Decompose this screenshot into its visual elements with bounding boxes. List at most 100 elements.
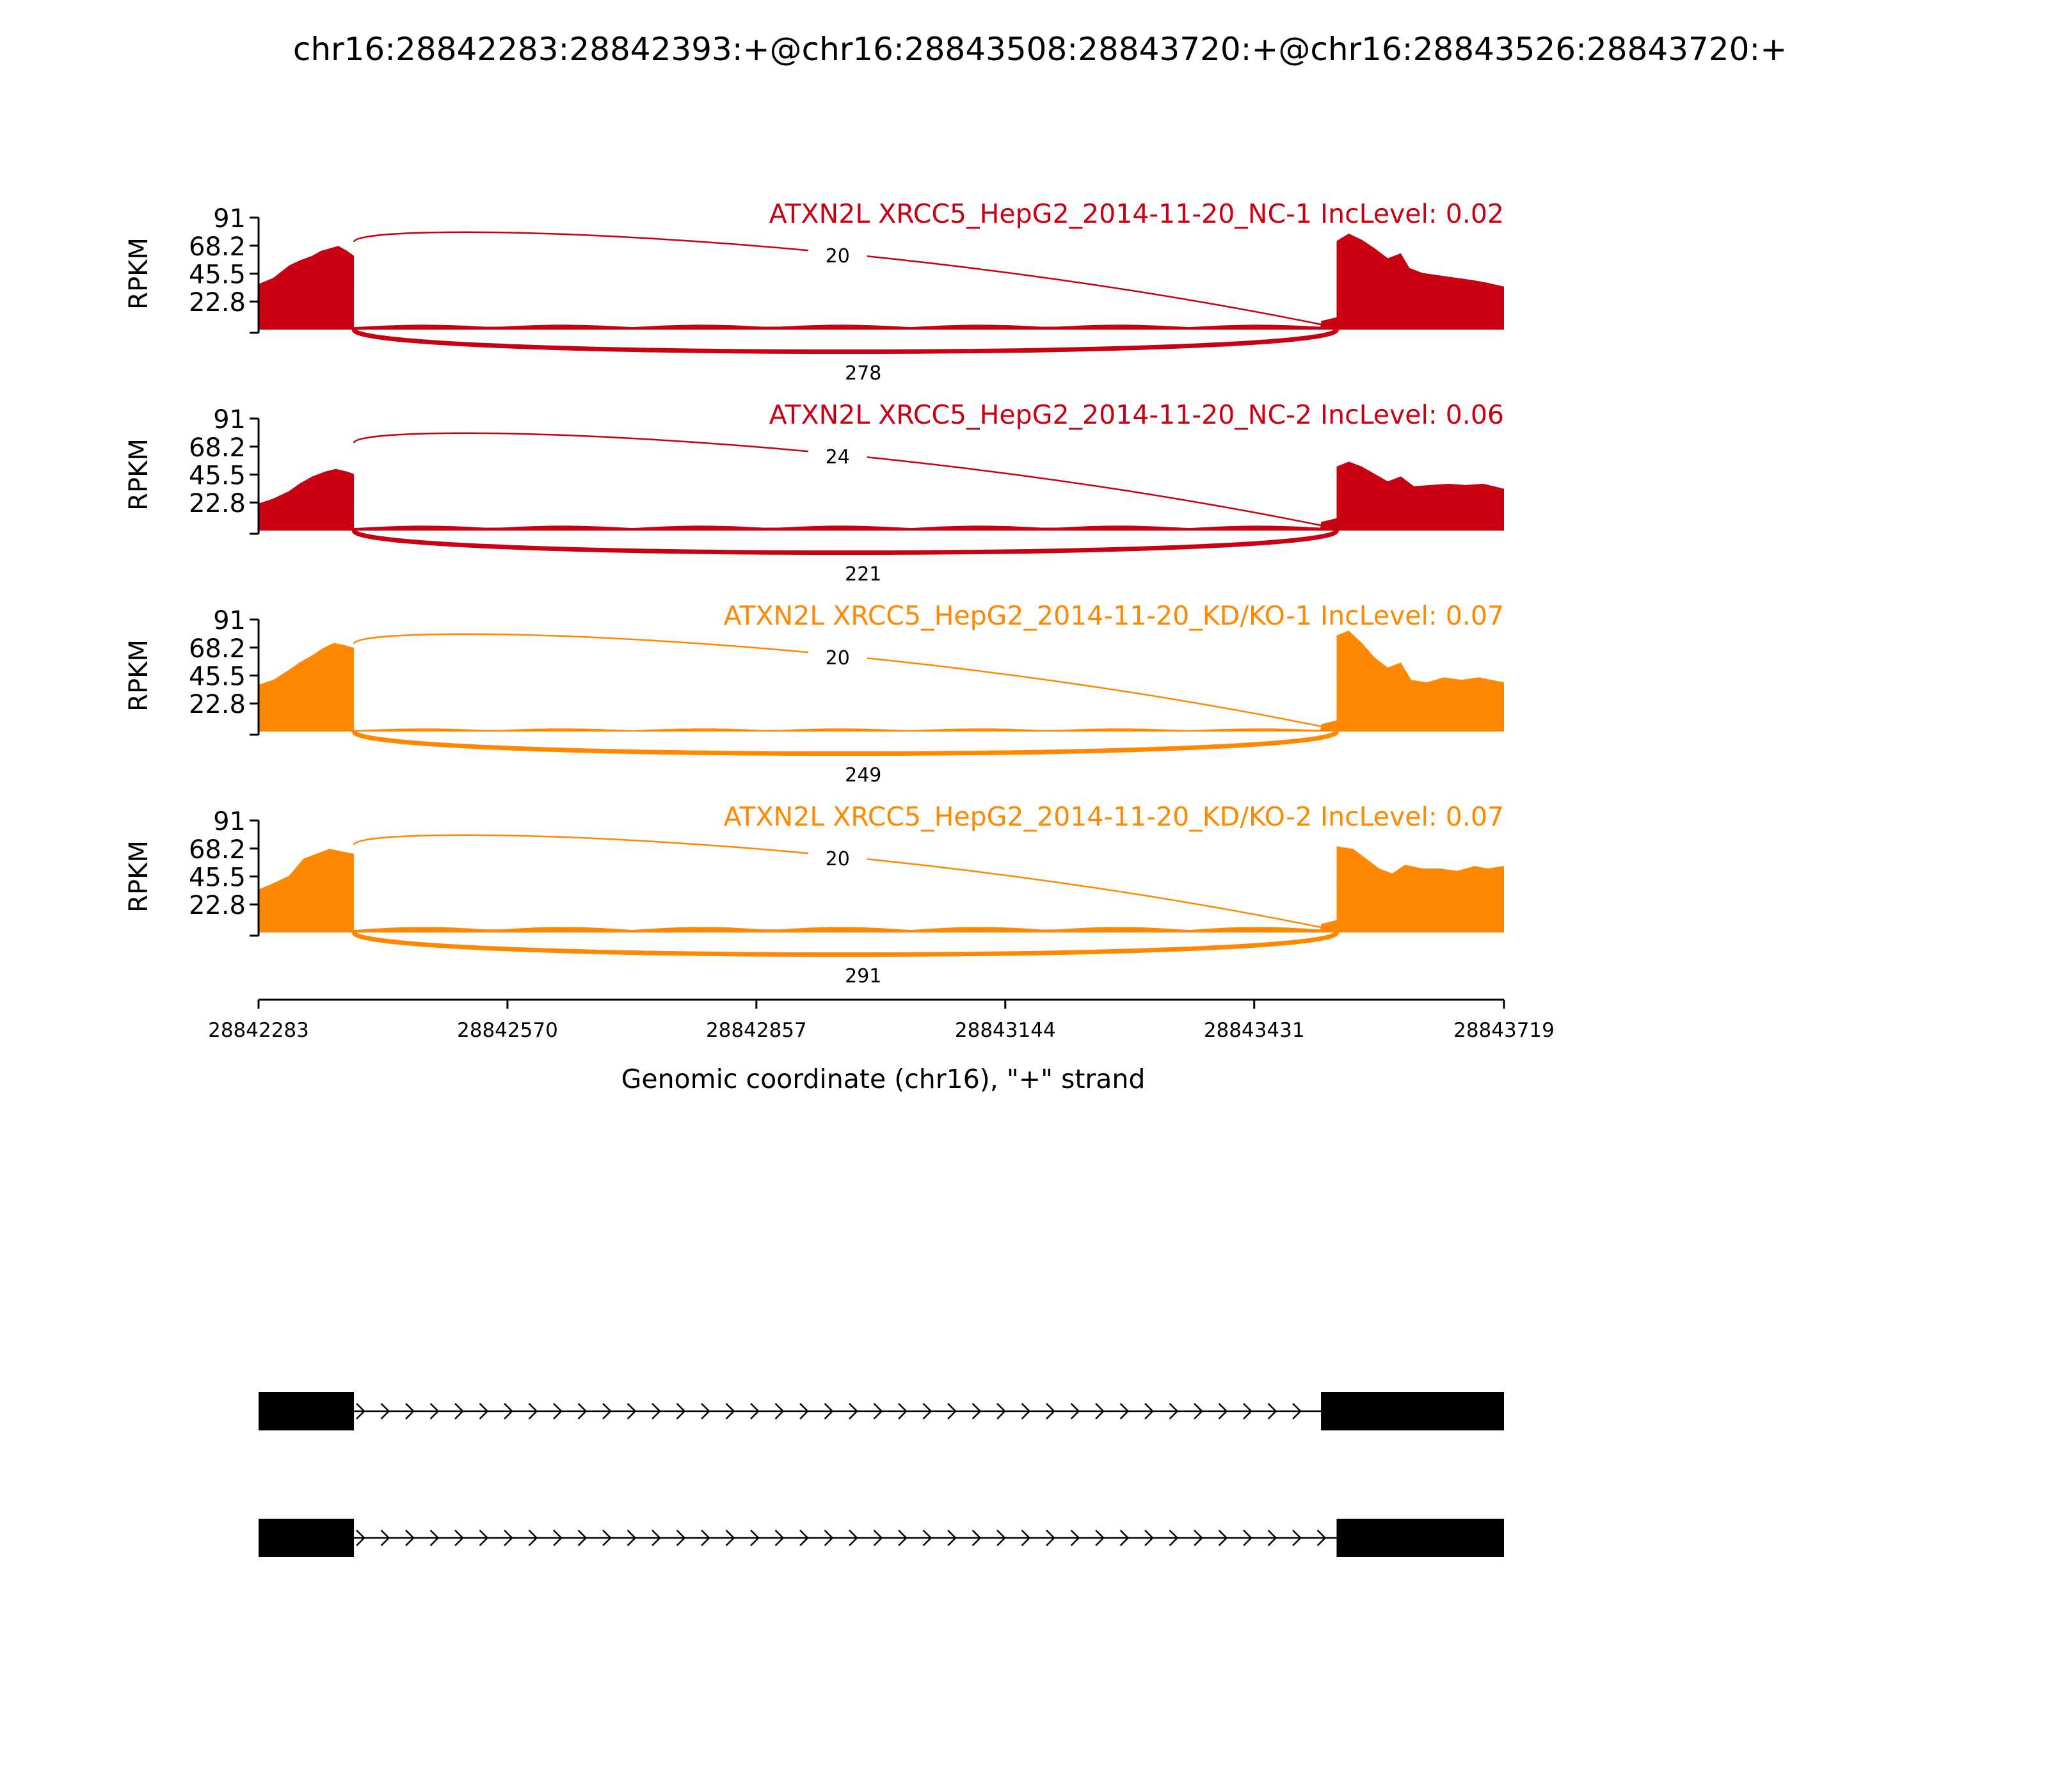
- strand-arrow: [1267, 1530, 1277, 1546]
- junction-count-lower: 278: [845, 362, 881, 385]
- x-tick-label: 28843431: [1204, 1019, 1305, 1042]
- strand-arrow: [429, 1403, 440, 1420]
- strand-arrow: [504, 1403, 513, 1420]
- isoform-track: [259, 1392, 1504, 1557]
- strand-arrow: [1095, 1530, 1105, 1546]
- coverage-area: [259, 461, 1504, 531]
- strand-arrow: [1046, 1403, 1055, 1420]
- y-axis-label: RPKM: [124, 237, 154, 310]
- junction-arc-lower: [351, 528, 1339, 555]
- strand-arrow: [676, 1403, 686, 1420]
- strand-arrow: [1046, 1530, 1055, 1546]
- junction-label-bg: [827, 560, 899, 586]
- junction-label-bg: [808, 443, 867, 468]
- y-tick-label: 68.2: [189, 232, 246, 262]
- x-axis: 28842283 28842570 28842857 28843144 28843431…: [208, 998, 1555, 1042]
- strand-arrow: [1119, 1530, 1130, 1546]
- strand-arrow: [356, 1403, 365, 1420]
- strand-arrow: [1095, 1403, 1105, 1420]
- strand-arrow: [1194, 1403, 1203, 1420]
- junction-arc-upper: [353, 633, 1322, 728]
- strand-arrow: [405, 1403, 415, 1420]
- isoform: [259, 1519, 1504, 1557]
- strand-arrow: [701, 1403, 710, 1420]
- junction-label-bg: [808, 845, 867, 870]
- y-tick-label: 22.8: [189, 489, 246, 518]
- strand-arrow: [1169, 1403, 1179, 1420]
- strand-arrow: [1218, 1403, 1228, 1420]
- y-tick-label: 45.5: [189, 461, 246, 491]
- chart-title: chr16:28842283:28842393:+@chr16:28843508…: [293, 31, 1787, 68]
- coverage-area: [259, 846, 1504, 932]
- strand-arrow: [479, 1530, 489, 1546]
- series-label: ATXN2L XRCC5_HepG2_2014-11-20_KD/KO-2 In…: [724, 801, 1504, 832]
- strand-arrow: [774, 1403, 785, 1420]
- junction-arc-upper: [353, 834, 1322, 929]
- exon-block: [259, 1392, 355, 1430]
- strand-arrow: [750, 1403, 760, 1420]
- strand-arrow: [922, 1403, 932, 1420]
- strand-arrow: [1021, 1530, 1031, 1546]
- y-axis-label: RPKM: [124, 840, 154, 913]
- strand-arrow: [652, 1403, 661, 1420]
- strand-arrow: [553, 1530, 563, 1546]
- y-tick-label: 22.8: [189, 288, 246, 317]
- exon-block: [259, 1519, 355, 1557]
- strand-arrow: [824, 1403, 834, 1420]
- series-label: ATXN2L XRCC5_HepG2_2014-11-20_KD/KO-1 In…: [724, 600, 1504, 631]
- strand-arrow: [504, 1530, 513, 1546]
- strand-arrow: [1070, 1403, 1080, 1420]
- strand-arrow: [873, 1530, 883, 1546]
- strand-arrow: [1243, 1530, 1252, 1546]
- strand-arrow: [1169, 1530, 1179, 1546]
- strand-arrow: [356, 1530, 365, 1546]
- strand-arrow: [405, 1530, 415, 1546]
- junction-arc-upper: [353, 231, 1322, 326]
- junction-count-upper: 20: [826, 848, 850, 870]
- strand-arrow: [627, 1530, 637, 1546]
- isoform: [259, 1392, 1504, 1430]
- strand-arrow: [1070, 1530, 1080, 1546]
- y-tick-label: 91: [213, 405, 246, 435]
- strand-arrow: [799, 1530, 809, 1546]
- strand-arrow: [429, 1530, 440, 1546]
- strand-arrow: [1194, 1530, 1203, 1546]
- series-label: ATXN2L XRCC5_HepG2_2014-11-20_NC-1 IncLe…: [769, 198, 1504, 229]
- junction-count-lower: 221: [845, 563, 881, 586]
- strand-arrow: [725, 1403, 735, 1420]
- x-axis-label: Genomic coordinate (chr16), "+" strand: [621, 1064, 1146, 1094]
- strand-arrow: [824, 1530, 834, 1546]
- strand-arrow: [725, 1530, 735, 1546]
- strand-arrow: [577, 1530, 588, 1546]
- strand-arrow: [701, 1530, 710, 1546]
- strand-arrow: [602, 1530, 612, 1546]
- strand-arrow: [1144, 1403, 1154, 1420]
- x-tick-label: 28842570: [457, 1019, 558, 1042]
- strand-arrow: [528, 1530, 538, 1546]
- junction-label-bg: [827, 761, 899, 787]
- y-tick-label: 91: [213, 204, 246, 234]
- junction-label-bg: [808, 242, 867, 268]
- strand-arrow: [849, 1403, 858, 1420]
- strand-arrow: [1267, 1403, 1277, 1420]
- strand-arrow: [1021, 1403, 1031, 1420]
- strand-arrow: [1292, 1403, 1302, 1420]
- junction-count-upper: 20: [826, 245, 850, 268]
- strand-arrow: [947, 1403, 957, 1420]
- strand-arrow: [1292, 1530, 1302, 1546]
- strand-arrow: [479, 1403, 489, 1420]
- junction-arc-lower: [351, 729, 1339, 756]
- strand-arrow: [380, 1530, 390, 1546]
- x-tick-label: 28843144: [955, 1019, 1056, 1042]
- x-tick-label: 28842283: [208, 1019, 309, 1042]
- exon-block: [1336, 1519, 1504, 1557]
- y-axis-label: RPKM: [124, 438, 154, 511]
- strand-arrow: [774, 1530, 785, 1546]
- y-tick-label: 45.5: [189, 260, 246, 290]
- strand-arrow: [898, 1403, 908, 1420]
- strand-arrow: [528, 1403, 538, 1420]
- strand-arrow: [454, 1403, 464, 1420]
- strand-arrow: [602, 1403, 612, 1420]
